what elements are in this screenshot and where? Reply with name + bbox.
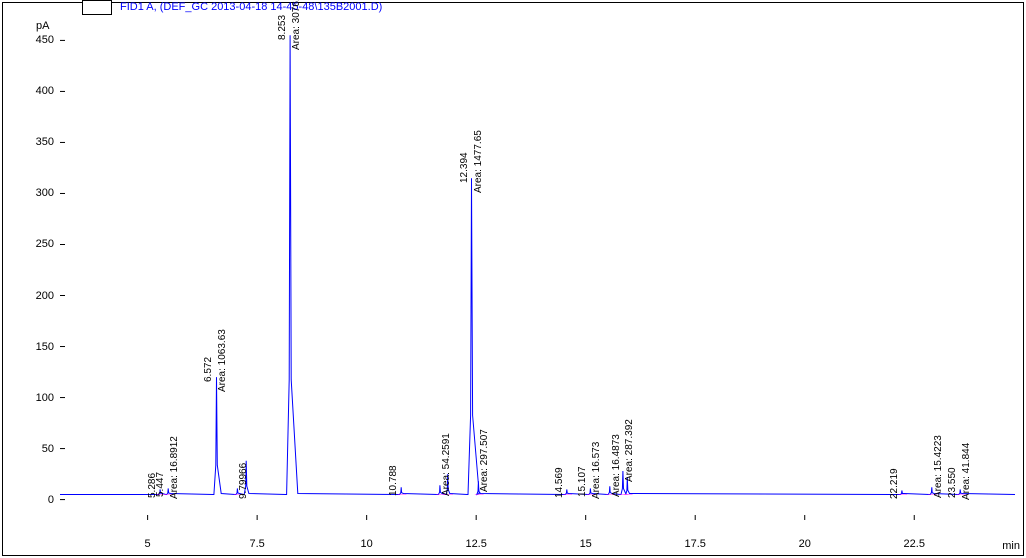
y-tick-label: 0 xyxy=(24,494,54,506)
y-tick-label: 350 xyxy=(24,136,54,148)
peak-area-label: Area: 3076.63 xyxy=(291,0,302,50)
peak-area-label: Area: 41.844 xyxy=(961,443,972,500)
peak-rt-label: 10.788 xyxy=(388,466,399,497)
y-tick-label: 300 xyxy=(24,187,54,199)
peak-rt-label: 8.253 xyxy=(277,15,288,40)
peak-rt-label: 5.447 xyxy=(155,472,166,497)
peak-rt-label: 12.394 xyxy=(459,153,470,184)
peak-area-label: Area: 16.573 xyxy=(591,442,602,499)
y-tick-label: 150 xyxy=(24,341,54,353)
peak-area-label: Area: 287.392 xyxy=(624,419,635,482)
peak-rt-label: 23.550 xyxy=(947,468,958,499)
x-tick-label: 12.5 xyxy=(465,538,486,550)
peak-area-label: 9.79966 xyxy=(238,463,249,499)
y-tick-label: 400 xyxy=(24,85,54,97)
peak-area-label: Area: 1063.63 xyxy=(217,329,228,392)
y-tick-label: 200 xyxy=(24,290,54,302)
peak-rt-label: 22.219 xyxy=(889,469,900,500)
peak-area-label: Area: 16.4873 xyxy=(611,434,622,497)
peak-area-label: Area: 16.8912 xyxy=(169,437,180,500)
chromatogram-trace xyxy=(60,35,1015,494)
x-tick-label: 5 xyxy=(145,538,151,550)
y-tick-label: 450 xyxy=(24,34,54,46)
peak-rt-label: 14.569 xyxy=(554,468,565,499)
x-tick-label: 17.5 xyxy=(684,538,705,550)
peak-rt-label: 6.572 xyxy=(203,357,214,382)
peak-rt-label: 15.107 xyxy=(577,467,588,498)
peak-area-label: Area: 15.4223 xyxy=(933,436,944,499)
x-tick-label: 10 xyxy=(361,538,373,550)
peak-area-label: Area: 1477.65 xyxy=(473,130,484,193)
x-tick-label: 22.5 xyxy=(904,538,925,550)
y-tick-label: 250 xyxy=(24,238,54,250)
x-tick-label: 15 xyxy=(580,538,592,550)
y-tick-label: 50 xyxy=(24,443,54,455)
x-tick-label: 7.5 xyxy=(249,538,264,550)
peak-area-label: Area: 54.2591 xyxy=(441,433,452,496)
x-tick-label: 20 xyxy=(799,538,811,550)
y-tick-label: 100 xyxy=(24,392,54,404)
peak-area-label: Area: 297.507 xyxy=(479,429,490,492)
